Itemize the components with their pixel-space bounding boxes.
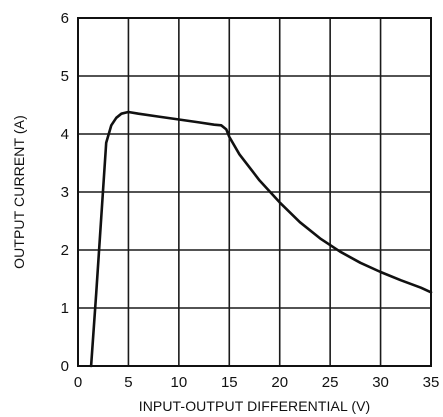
x-tick-label: 35 [423, 374, 440, 391]
x-tick-label: 0 [74, 374, 82, 391]
y-tick-label: 4 [61, 126, 69, 143]
x-tick-labels: 0 5 10 15 20 25 30 35 [74, 374, 440, 391]
grid [78, 18, 431, 366]
x-axis-title: INPUT-OUTPUT DIFFERENTIAL (V) [139, 398, 371, 414]
x-tick-label: 25 [322, 374, 339, 391]
x-tick-label: 5 [124, 374, 132, 391]
y-tick-label: 6 [61, 10, 69, 27]
x-tick-label: 15 [221, 374, 238, 391]
y-tick-label: 0 [61, 358, 69, 375]
x-tick-label: 20 [271, 374, 288, 391]
x-tick-label: 10 [171, 374, 188, 391]
y-tick-label: 1 [61, 300, 69, 317]
y-tick-label: 3 [61, 184, 69, 201]
y-axis-title: OUTPUT CURRENT (A) [11, 115, 27, 269]
y-tick-label: 5 [61, 68, 69, 85]
y-tick-label: 2 [61, 242, 69, 259]
x-tick-label: 30 [372, 374, 389, 391]
plot-frame [77, 17, 432, 367]
output-current-curve [89, 110, 433, 368]
y-tick-labels: 0 1 2 3 4 5 6 [61, 10, 69, 375]
